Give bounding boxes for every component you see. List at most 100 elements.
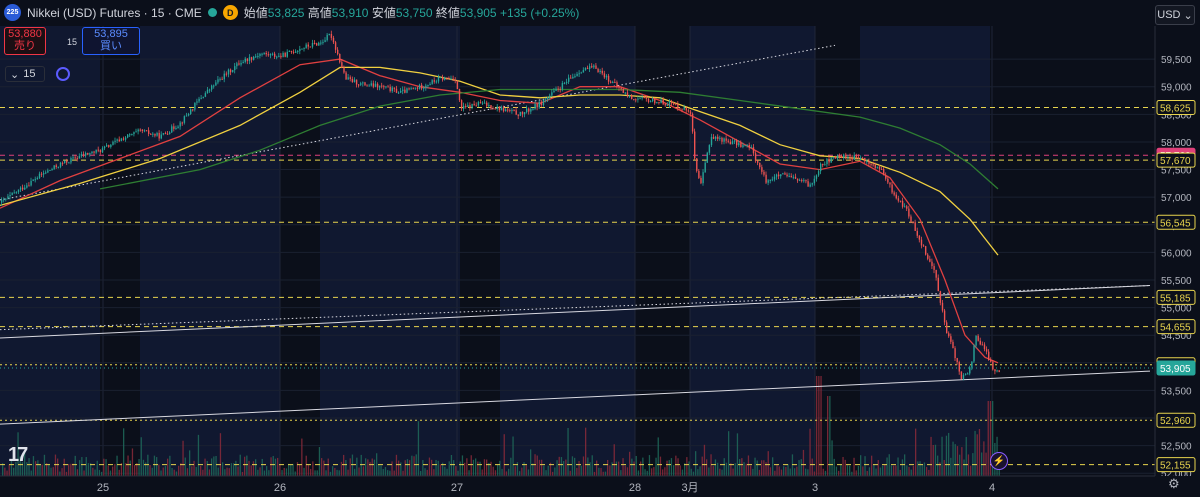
- volume-bar: [970, 465, 972, 476]
- candle-body: [813, 178, 816, 184]
- volume-bar: [248, 460, 250, 476]
- candle-body: [179, 122, 181, 127]
- volume-bar: [769, 467, 772, 476]
- volume-bar: [747, 455, 750, 476]
- volume-bar: [666, 460, 668, 476]
- volume-bar: [224, 469, 226, 476]
- volume-bar: [805, 468, 807, 476]
- volume-bar: [131, 448, 134, 476]
- volume-bar: [437, 460, 439, 476]
- y-tick-label: 57,000: [1161, 193, 1192, 204]
- session-band: [0, 26, 100, 476]
- candle-body: [250, 57, 253, 60]
- volume-bar: [369, 461, 371, 476]
- volume-bar: [904, 454, 906, 476]
- candle-body: [801, 180, 803, 182]
- volume-bar: [906, 465, 908, 476]
- symbol-title[interactable]: Nikkei (USD) Futures · 15 · CME: [27, 5, 202, 20]
- volume-bar: [384, 467, 387, 476]
- candle-body: [416, 87, 419, 89]
- volume-bar: [153, 455, 156, 476]
- volume-bar: [631, 458, 633, 476]
- indicator-icon[interactable]: [56, 67, 70, 81]
- lightning-icon[interactable]: ⚡: [990, 452, 1008, 470]
- candle-body: [442, 77, 444, 80]
- volume-bar: [294, 471, 296, 476]
- volume-bar: [840, 464, 842, 476]
- candle-body: [139, 129, 141, 131]
- volume-bar: [681, 469, 684, 476]
- buy-button[interactable]: 53,895 買い: [82, 27, 140, 55]
- volume-bar: [950, 457, 952, 476]
- volume-bar: [646, 470, 648, 476]
- volume-bar: [754, 457, 756, 476]
- candle-body: [765, 174, 767, 183]
- volume-bar: [259, 467, 261, 476]
- volume-bar: [114, 464, 116, 476]
- candle-body: [91, 151, 93, 154]
- volume-bar: [816, 376, 818, 476]
- candle-body: [891, 184, 893, 193]
- volume-bar: [813, 471, 816, 476]
- volume-bar: [206, 461, 208, 476]
- volume-bar: [310, 468, 312, 476]
- volume-bar: [338, 470, 340, 476]
- candle-body: [872, 164, 874, 166]
- volume-bar: [965, 437, 967, 476]
- interval-selector[interactable]: ⌄ 15: [5, 66, 45, 82]
- volume-bar: [948, 432, 950, 476]
- candle-body: [526, 108, 528, 113]
- candle-body: [332, 37, 335, 43]
- volume-bar: [250, 465, 252, 476]
- volume-bar: [677, 458, 679, 476]
- volume-bar: [424, 468, 426, 476]
- candle-body: [36, 177, 39, 180]
- volume-bar: [596, 460, 598, 476]
- volume-bar: [200, 465, 202, 476]
- volume-bar: [783, 466, 785, 476]
- volume-bars: [2, 376, 1000, 476]
- candle-body: [914, 222, 916, 231]
- sell-button[interactable]: 53,880 売り: [4, 27, 46, 55]
- volume-bar: [794, 468, 796, 476]
- candle-body: [395, 88, 398, 93]
- volume-bar: [809, 428, 811, 476]
- volume-bar: [70, 463, 72, 476]
- volume-bar: [461, 455, 464, 476]
- candle-body: [400, 90, 402, 93]
- candle-body: [34, 179, 36, 181]
- candle-body: [725, 138, 727, 141]
- volume-bar: [519, 471, 521, 476]
- candle-body: [362, 82, 364, 84]
- candle-body: [975, 335, 977, 346]
- candle-body: [918, 235, 921, 240]
- candle-body: [859, 157, 862, 159]
- candle-body: [271, 53, 274, 55]
- candle-body: [379, 85, 381, 88]
- volume-bar: [189, 450, 191, 476]
- volume-bar: [475, 458, 477, 476]
- gear-icon[interactable]: ⚙: [1168, 476, 1180, 491]
- candle-body: [866, 160, 868, 162]
- volume-bar: [670, 458, 673, 476]
- candle-body: [746, 144, 748, 146]
- candle-body: [710, 136, 713, 146]
- candle-body: [557, 88, 559, 90]
- candle-body: [141, 129, 144, 131]
- candle-body: [97, 149, 99, 151]
- volume-bar: [314, 470, 316, 476]
- currency-selector[interactable]: USD ⌄: [1155, 5, 1195, 25]
- candle-body: [286, 51, 288, 57]
- candle-body: [166, 133, 169, 135]
- candle-body: [530, 109, 532, 112]
- candle-body: [685, 107, 687, 111]
- candle-body: [990, 360, 992, 362]
- volume-bar: [39, 463, 41, 476]
- candle-body: [192, 109, 194, 111]
- volume-bar: [94, 469, 96, 476]
- volume-bar: [470, 455, 472, 476]
- volume-bar: [679, 465, 681, 476]
- volume-bar: [398, 460, 400, 476]
- candle-body: [715, 136, 717, 139]
